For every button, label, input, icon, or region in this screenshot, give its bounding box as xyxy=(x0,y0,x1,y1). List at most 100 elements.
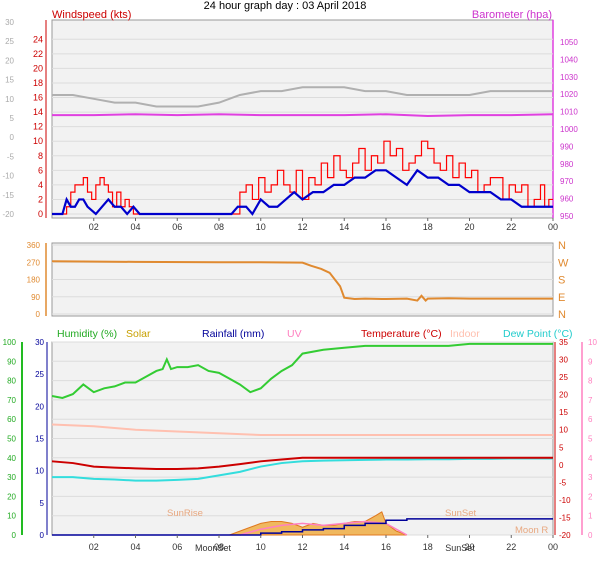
grey-tick: 30 xyxy=(5,18,14,27)
direction-compass-tick: W xyxy=(558,257,569,269)
temperature-tick: -20 xyxy=(559,531,571,540)
x-tick-label: 12 xyxy=(297,222,307,232)
grey-tick: 10 xyxy=(5,95,14,104)
indoor-temperature-line xyxy=(51,423,553,436)
windspeed-tick: 6 xyxy=(38,165,43,175)
direction-compass-tick: S xyxy=(558,275,565,287)
moonrise-annotation: Moon R xyxy=(515,525,548,536)
direction-degree-ticks: 360 270 180 90 0 xyxy=(27,241,41,319)
temperature-tick: 0 xyxy=(559,461,564,470)
direction-degree-tick: 0 xyxy=(36,310,41,319)
humidity-tick: 30 xyxy=(7,473,16,482)
windspeed-label: Windspeed (kts) xyxy=(52,9,131,21)
x-tick-label: 14 xyxy=(339,542,349,552)
dewpoint-label: Dew Point (°C) xyxy=(503,328,573,340)
solar-label: Solar xyxy=(126,328,151,340)
grey-tick: -10 xyxy=(2,172,14,181)
x-tick-label: 00 xyxy=(548,542,558,552)
temperature-axis-ticks: 35 30 25 20 15 10 5 0 -5 -10 -15 -20 xyxy=(559,338,571,540)
uv-tick: 4 xyxy=(588,454,593,463)
x-tick-label: 16 xyxy=(381,222,391,232)
panel3-series xyxy=(51,341,553,536)
direction-degree-tick: 360 xyxy=(27,241,41,250)
grey-tick: 0 xyxy=(10,133,15,142)
panel3-x-ticks: 02 04 06 08 10 12 14 16 18 20 22 00 xyxy=(89,535,558,552)
uv-tick: 3 xyxy=(588,473,593,482)
grey-tick: -5 xyxy=(7,152,15,161)
sunset-annotation: SunSet xyxy=(445,508,477,519)
barometer-tick: 990 xyxy=(560,142,574,151)
sunrise-annotation: SunRise xyxy=(167,508,203,519)
x-tick-label: 02 xyxy=(89,542,99,552)
temperature-tick: -5 xyxy=(559,478,567,487)
humidity-tick: 0 xyxy=(12,531,17,540)
uv-tick: 1 xyxy=(588,512,593,521)
x-tick-label: 00 xyxy=(548,222,558,232)
wind-direction-line xyxy=(51,260,553,303)
humidity-tick: 20 xyxy=(7,492,16,501)
windspeed-tick: 4 xyxy=(38,180,43,190)
temperature-tick: 30 xyxy=(559,356,568,365)
rainfall-line xyxy=(52,518,553,536)
sunset-tick-label: SunSet xyxy=(445,543,475,553)
direction-degree-tick: 270 xyxy=(27,258,41,267)
direction-degree-tick: 90 xyxy=(31,293,40,302)
barometer-tick: 1030 xyxy=(560,73,578,82)
gust-line xyxy=(52,168,553,216)
rain-tick: 15 xyxy=(35,435,44,444)
windspeed-tick: 10 xyxy=(33,136,43,146)
barometer-line xyxy=(52,113,554,117)
temperature-tick: -15 xyxy=(559,513,571,522)
windspeed-tick: 2 xyxy=(38,194,43,204)
grey-tick: -20 xyxy=(2,210,14,219)
x-tick-label: 04 xyxy=(130,222,140,232)
x-tick-label: 20 xyxy=(464,222,474,232)
x-tick-label: 10 xyxy=(256,222,266,232)
uv-tick: 7 xyxy=(588,396,593,405)
barometer-axis-ticks: 1050 1040 1030 1020 1010 1000 990 980 970 960 950 xyxy=(560,38,578,221)
panel1-x-ticks: 02 04 06 08 10 12 14 16 18 20 22 00 xyxy=(89,218,558,232)
windspeed-tick: 22 xyxy=(33,49,43,59)
direction-compass-tick: E xyxy=(558,292,565,304)
x-tick-label: 10 xyxy=(256,542,266,552)
x-tick-label: 06 xyxy=(172,542,182,552)
x-tick-label: 04 xyxy=(130,542,140,552)
temperature-tick: 5 xyxy=(559,443,564,452)
barometer-tick: 950 xyxy=(560,212,574,221)
humidity-label: Humidity (%) xyxy=(57,328,117,340)
uv-tick: 9 xyxy=(588,357,593,366)
humidity-tick: 80 xyxy=(7,377,16,386)
x-tick-label: 20 xyxy=(464,542,474,552)
direction-degree-tick: 180 xyxy=(27,276,41,285)
uv-tick: 5 xyxy=(588,435,593,444)
temperature-tick: 15 xyxy=(559,408,568,417)
rain-tick: 0 xyxy=(40,531,45,540)
barometer-tick: 1040 xyxy=(560,55,578,64)
humidity-tick: 100 xyxy=(3,338,17,347)
indoor-label: Indoor xyxy=(450,328,480,340)
direction-compass-tick: N xyxy=(558,309,566,321)
temperature-tick: 35 xyxy=(559,338,568,347)
grey-tick: 5 xyxy=(10,114,15,123)
barometer-tick: 970 xyxy=(560,177,574,186)
rain-tick: 5 xyxy=(40,499,45,508)
grey-tick: -15 xyxy=(2,191,14,200)
rain-tick: 25 xyxy=(35,370,44,379)
x-tick-label: 16 xyxy=(381,542,391,552)
windspeed-tick: 24 xyxy=(33,34,43,44)
temperature-tick: 25 xyxy=(559,373,568,382)
x-tick-label: 18 xyxy=(423,222,433,232)
grey-tick: 25 xyxy=(5,37,14,46)
barometer-label: Barometer (hpa) xyxy=(472,9,552,21)
rain-tick: 20 xyxy=(35,402,44,411)
grey-trace-line xyxy=(52,86,553,108)
panel2-series xyxy=(51,244,553,315)
rain-tick: 10 xyxy=(35,467,44,476)
x-tick-label: 06 xyxy=(172,222,182,232)
barometer-tick: 1010 xyxy=(560,108,578,117)
